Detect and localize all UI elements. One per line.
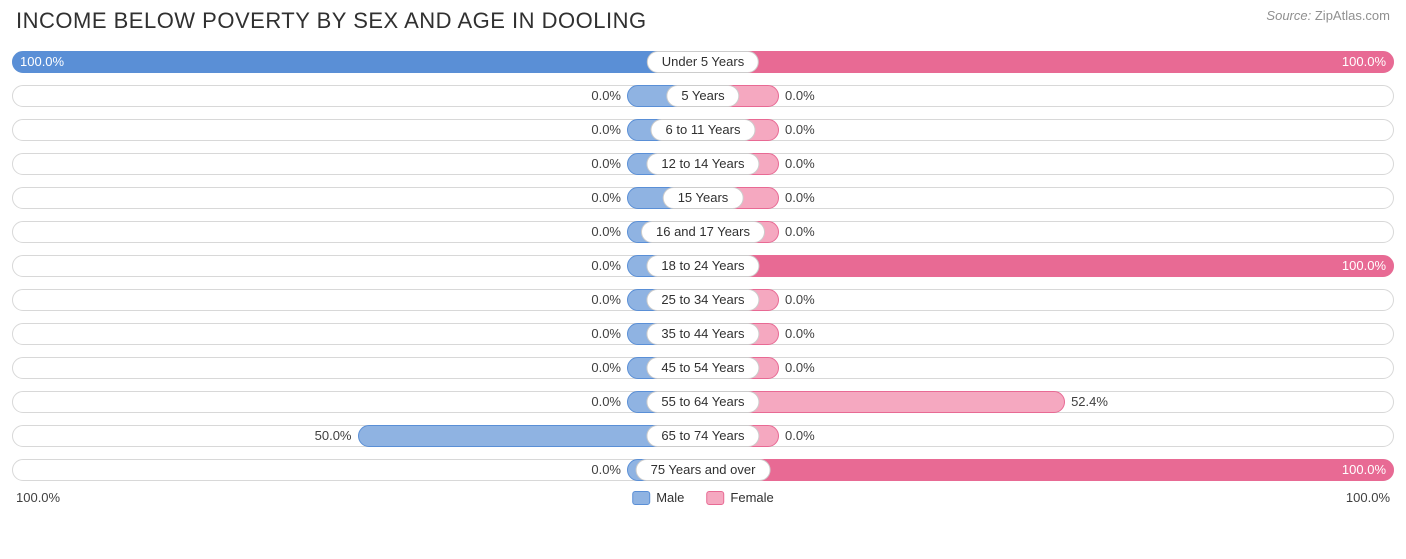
chart-row: 0.0% 100.0% 75 Years and over [12,456,1394,484]
male-value: 0.0% [591,255,621,277]
category-label: 16 and 17 Years [641,221,765,243]
legend-item-male: Male [632,490,684,505]
axis: 100.0% 100.0% Male Female [12,490,1394,512]
male-bar [12,51,703,73]
female-value: 0.0% [785,119,815,141]
female-value: 100.0% [1342,255,1386,277]
chart-row: 0.0% 0.0% 25 to 34 Years [12,286,1394,314]
chart-row: 0.0% 0.0% 35 to 44 Years [12,320,1394,348]
category-label: 12 to 14 Years [646,153,759,175]
female-bar [703,459,1394,481]
category-label: 65 to 74 Years [646,425,759,447]
category-label: 5 Years [666,85,739,107]
chart-row: 0.0% 0.0% 12 to 14 Years [12,150,1394,178]
source: Source: ZipAtlas.com [1266,8,1390,23]
chart-row: 0.0% 52.4% 55 to 64 Years [12,388,1394,416]
legend: Male Female [632,490,774,505]
chart-title: INCOME BELOW POVERTY BY SEX AND AGE IN D… [16,8,647,34]
female-value: 0.0% [785,323,815,345]
chart-row: 0.0% 100.0% 18 to 24 Years [12,252,1394,280]
swatch-female [706,491,724,505]
female-bar [703,255,1394,277]
chart-row: 50.0% 0.0% 65 to 74 Years [12,422,1394,450]
chart-row: 0.0% 0.0% 15 Years [12,184,1394,212]
male-value: 0.0% [591,459,621,481]
diverging-bar-chart: 100.0% 100.0% Under 5 Years 0.0% 0.0% 5 Years… [12,48,1394,484]
category-label: 55 to 64 Years [646,391,759,413]
female-value: 0.0% [785,425,815,447]
male-value: 0.0% [591,357,621,379]
female-value: 100.0% [1342,459,1386,481]
swatch-male [632,491,650,505]
male-half [12,425,703,447]
chart-container: INCOME BELOW POVERTY BY SEX AND AGE IN D… [0,0,1406,559]
legend-label-male: Male [656,490,684,505]
female-value: 0.0% [785,153,815,175]
source-label: Source: [1266,8,1311,23]
chart-row: 0.0% 0.0% 16 and 17 Years [12,218,1394,246]
male-value: 0.0% [591,221,621,243]
male-value: 0.0% [591,85,621,107]
female-value: 0.0% [785,221,815,243]
male-value: 0.0% [591,391,621,413]
chart-row: 0.0% 0.0% 45 to 54 Years [12,354,1394,382]
female-value: 0.0% [785,357,815,379]
male-value: 0.0% [591,119,621,141]
male-value: 0.0% [591,323,621,345]
male-value: 50.0% [315,425,352,447]
legend-label-female: Female [730,490,773,505]
female-value: 0.0% [785,187,815,209]
female-half [703,255,1394,277]
female-value: 0.0% [785,289,815,311]
category-label: 75 Years and over [636,459,771,481]
category-label: 6 to 11 Years [651,119,756,141]
axis-tick-right: 100.0% [1346,490,1390,505]
female-half [703,51,1394,73]
category-label: 25 to 34 Years [646,289,759,311]
male-value: 100.0% [20,51,64,73]
female-half [703,391,1394,413]
category-label: 15 Years [663,187,744,209]
female-value: 52.4% [1071,391,1108,413]
category-label: 18 to 24 Years [646,255,759,277]
header: INCOME BELOW POVERTY BY SEX AND AGE IN D… [12,0,1394,48]
category-label: 35 to 44 Years [646,323,759,345]
male-value: 0.0% [591,187,621,209]
female-value: 0.0% [785,85,815,107]
legend-item-female: Female [706,490,773,505]
source-value: ZipAtlas.com [1315,8,1390,23]
male-half [12,51,703,73]
chart-row: 100.0% 100.0% Under 5 Years [12,48,1394,76]
female-bar [703,51,1394,73]
male-value: 0.0% [591,153,621,175]
male-value: 0.0% [591,289,621,311]
female-value: 100.0% [1342,51,1386,73]
chart-row: 0.0% 0.0% 6 to 11 Years [12,116,1394,144]
category-label: Under 5 Years [647,51,759,73]
category-label: 45 to 54 Years [646,357,759,379]
chart-row: 0.0% 0.0% 5 Years [12,82,1394,110]
female-half [703,459,1394,481]
axis-tick-left: 100.0% [16,490,60,505]
